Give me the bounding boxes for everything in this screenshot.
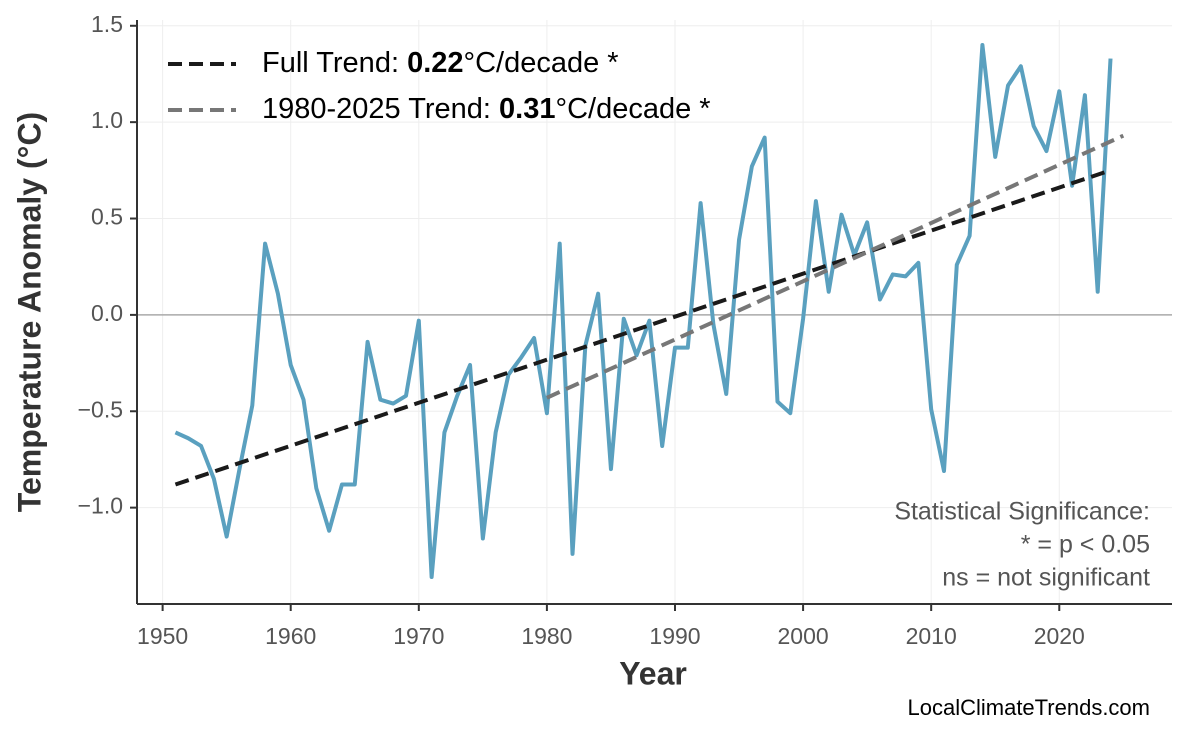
legend-label: Full Trend: 0.22°C/decade * — [262, 47, 619, 79]
legend-label-part: °C/decade * — [555, 93, 710, 125]
annotation: * = p < 0.05 — [1021, 531, 1150, 559]
x-tick-label: 1990 — [649, 623, 700, 649]
annotation: ns = not significant — [942, 564, 1150, 592]
watermark: LocalClimateTrends.com — [908, 695, 1151, 720]
y-tick-label: −1.0 — [78, 493, 123, 519]
trend-line — [174, 168, 1112, 487]
y-tick-label: 1.0 — [91, 107, 123, 133]
y-tick-label: −0.5 — [78, 396, 123, 422]
y-tick-label: 0.0 — [91, 300, 123, 326]
legend-label-part: Full Trend: — [262, 47, 407, 79]
x-tick-label: 1980 — [521, 623, 572, 649]
x-tick-label: 1950 — [137, 623, 188, 649]
y-tick-label: 1.5 — [91, 11, 123, 37]
x-tick-label: 1960 — [265, 623, 316, 649]
legend-label-part: 1980-2025 Trend: — [262, 93, 499, 125]
x-tick-label: 2000 — [778, 623, 829, 649]
trend-line — [546, 133, 1125, 400]
legend-label-part: 0.22 — [407, 47, 463, 79]
legend-label: 1980-2025 Trend: 0.31°C/decade * — [262, 93, 711, 125]
legend-label-part: 0.31 — [499, 93, 555, 125]
x-axis-label: Year — [619, 655, 687, 691]
annotation: Statistical Significance: — [894, 498, 1150, 526]
x-tick-label: 1970 — [393, 623, 444, 649]
x-tick-label: 2020 — [1034, 623, 1085, 649]
legend-label-part: °C/decade * — [464, 47, 619, 79]
y-axis-label: Temperature Anomaly (°C) — [11, 112, 47, 512]
y-tick-label: 0.5 — [91, 204, 123, 230]
x-tick-label: 2010 — [906, 623, 957, 649]
data-line — [174, 43, 1113, 580]
